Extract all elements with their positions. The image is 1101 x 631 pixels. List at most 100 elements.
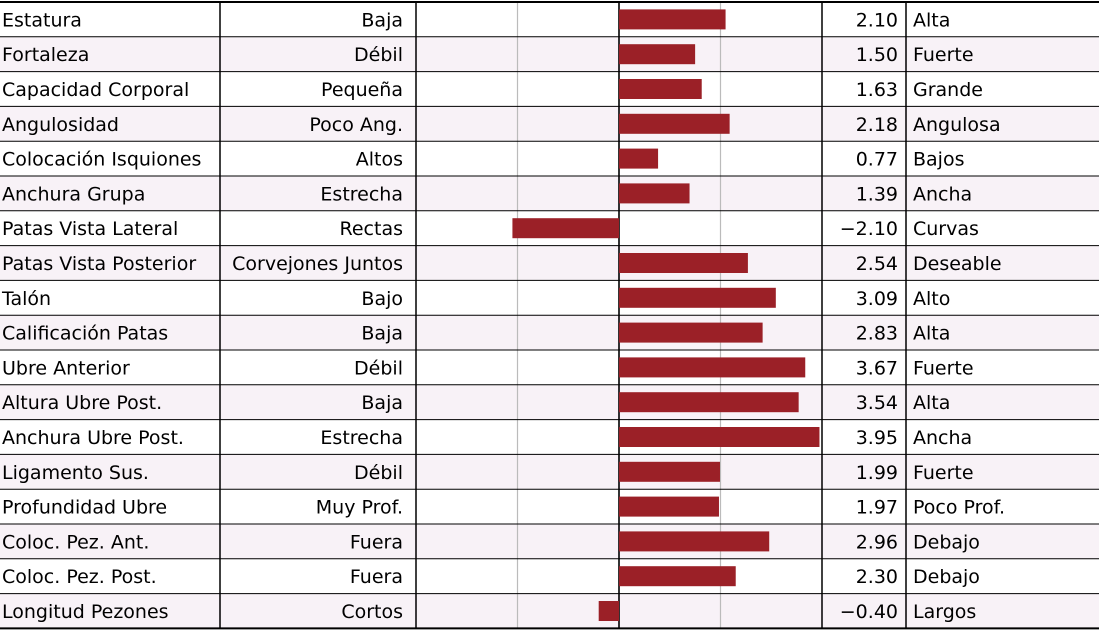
bar-8 [619,287,776,308]
high-label: Alta [913,323,950,345]
bar-15 [619,531,770,552]
value-label: 3.95 [856,427,898,449]
trait-label: Angulosidad [2,114,119,136]
low-label: Bajo [361,288,403,310]
row-stripe [0,593,1099,629]
trait-label: Coloc. Pez. Ant. [2,531,149,553]
value-label: −0.40 [840,601,898,623]
trait-label: Ubre Anterior [2,357,130,379]
trait-label: Colocación Isquiones [2,149,201,171]
value-label: 0.77 [856,149,898,171]
bar-14 [619,496,719,517]
high-label: Curvas [913,218,979,240]
bar-6 [512,218,619,239]
trait-label: Profundidad Ubre [2,497,167,519]
high-label: Alta [913,9,950,31]
value-label: 1.50 [856,44,898,66]
value-label: 2.10 [856,9,898,31]
row-stripe [0,106,1099,142]
row-stripe [0,176,1099,211]
low-label: Débil [354,462,403,484]
value-label: 2.30 [856,566,898,588]
value-label: 2.54 [856,253,898,275]
value-label: 1.97 [856,497,898,519]
trait-label: Talón [1,288,51,310]
low-label: Estrecha [320,183,403,205]
high-label: Bajos [913,149,964,171]
high-label: Debajo [913,566,980,588]
low-label: Altos [356,149,403,171]
trait-label: Capacidad Corporal [2,79,189,101]
high-label: Fuerte [913,357,974,379]
high-label: Deseable [913,253,1002,275]
bar-11 [619,392,799,413]
row-stripe [0,384,1099,420]
low-label: Cortos [341,601,403,623]
trait-label: Patas Vista Lateral [2,218,178,240]
trait-label: Anchura Grupa [2,183,145,205]
low-label: Rectas [340,218,403,240]
bar-9 [619,322,763,343]
low-label: Baja [361,9,403,31]
row-stripe [0,36,1099,72]
value-label: 3.09 [856,288,898,310]
bar-5 [619,183,690,204]
row-stripe [0,524,1099,559]
low-label: Corvejones Juntos [232,253,403,275]
bar-1 [619,44,696,65]
bar-2 [619,79,702,99]
value-label: 1.99 [856,462,898,484]
high-label: Ancha [913,427,972,449]
value-label: −2.10 [840,218,898,240]
value-label: 2.83 [856,323,898,345]
trait-label: Fortaleza [2,44,89,66]
high-label: Poco Prof. [913,497,1005,519]
low-label: Débil [354,44,403,66]
low-label: Estrecha [320,427,403,449]
value-label: 3.67 [856,357,898,379]
row-stripe [0,315,1099,350]
low-label: Fuera [350,531,403,553]
trait-label: Ligamento Sus. [2,462,149,484]
bar-3 [619,113,730,134]
high-label: Alta [913,392,950,414]
high-label: Fuerte [913,462,974,484]
bar-7 [619,253,748,273]
high-label: Debajo [913,531,980,553]
bar-13 [619,461,720,482]
low-label: Baja [361,392,403,414]
low-label: Poco Ang. [309,114,403,136]
trait-label: Anchura Ubre Post. [2,427,184,449]
high-label: Alto [913,288,950,310]
bar-12 [619,427,820,447]
trait-label: Calificación Patas [2,323,168,345]
bar-4 [619,148,659,169]
value-label: 1.63 [856,79,898,101]
bar-17 [598,601,619,621]
low-label: Muy Prof. [316,497,403,519]
high-label: Ancha [913,183,972,205]
bar-16 [619,566,736,587]
high-label: Fuerte [913,44,974,66]
low-label: Pequeña [321,79,403,101]
high-label: Grande [913,79,983,101]
high-label: Angulosa [913,114,1001,136]
bar-0 [619,9,726,30]
value-label: 1.39 [856,183,898,205]
trait-label: Altura Ubre Post. [2,392,162,414]
row-stripe [0,454,1099,490]
low-label: Fuera [350,566,403,588]
low-label: Baja [361,323,403,345]
trait-label: Longitud Pezones [2,601,169,623]
bar-10 [619,357,806,378]
trait-label: Coloc. Pez. Post. [2,566,157,588]
trait-label: Estatura [2,9,82,31]
high-label: Largos [913,601,976,623]
low-label: Débil [354,357,403,379]
trait-label: Patas Vista Posterior [2,253,196,275]
value-label: 2.96 [856,531,898,553]
value-label: 2.18 [856,114,898,136]
value-label: 3.54 [856,392,898,414]
